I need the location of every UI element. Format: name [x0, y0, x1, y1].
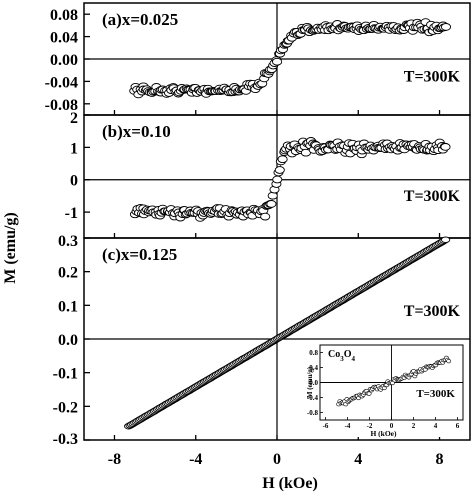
x-tick-label: 8	[436, 451, 444, 468]
inset-x-tick-label: 0	[390, 422, 394, 430]
panel-2: 2 1 0 -1 (b)x=0.10 T=300K	[65, 110, 471, 239]
inset-y-tick-label: 0.0	[309, 379, 318, 387]
y-tick-label: -1	[65, 205, 78, 222]
inset-data-point	[366, 391, 372, 396]
y-tick-label: 0	[70, 173, 78, 190]
y-tick-label: 0.2	[58, 265, 78, 282]
inset-data-point	[446, 359, 452, 364]
inset-x-tick-label: -4	[345, 422, 351, 430]
temperature-label: T=300K	[404, 68, 461, 85]
temperature-label: T=300K	[404, 303, 461, 320]
x-axis-title: H (kOe)	[262, 475, 318, 492]
inset-background	[310, 340, 469, 437]
data-point	[272, 57, 283, 66]
data-point	[277, 155, 288, 164]
inset-y-tick-label: -0.8	[307, 409, 319, 417]
panel-label: (c)x=0.125	[102, 245, 177, 264]
x-tick-label: 0	[273, 451, 281, 468]
y-tick-label: 0.08	[50, 7, 78, 24]
x-tick-label: -8	[108, 451, 121, 468]
y-tick-label: 0.3	[58, 233, 78, 250]
inset: 0.80.40.0-0.4-0.8-6 -4 -2 0 2 4 6Co3O4T=300KH …	[306, 340, 469, 438]
inset-title-part: Co	[328, 349, 340, 360]
inset-x-tick-label: -6	[323, 422, 329, 430]
inset-x-tick-label: 6	[456, 422, 460, 430]
data-point	[440, 236, 451, 244]
data-point	[440, 143, 451, 151]
panel-label: (b)x=0.10	[102, 122, 171, 141]
y-tick-label: 0.0	[58, 332, 78, 349]
data-point	[266, 200, 277, 208]
data-point	[272, 175, 283, 184]
data-point	[260, 212, 271, 221]
panel-1: 0.08 0.04 0.00 -0.04 -0.08 (a)x=0.025 T=300K	[45, 2, 471, 116]
y-tick-label: -0.08	[45, 97, 78, 114]
y-tick-label: -0.04	[45, 74, 78, 91]
inset-title: Co3O4	[328, 349, 356, 363]
inset-temperature-label: T=300K	[416, 388, 455, 400]
y-tick-label: 0.00	[50, 52, 78, 69]
panel-label: (a)x=0.025	[102, 10, 178, 29]
data-point	[267, 191, 278, 200]
y-tick-label: 0.1	[58, 298, 78, 315]
inset-x-tick-label: 2	[412, 422, 416, 430]
y-tick-label: -0.2	[53, 399, 78, 416]
inset-x-tick-label: -2	[367, 422, 373, 430]
y-tick-label: 0.04	[50, 30, 78, 47]
inset-y-tick-label: 0.8	[309, 349, 318, 357]
data-point	[440, 23, 452, 31]
x-tick-label: -4	[189, 451, 202, 468]
y-tick-label: 2	[70, 110, 78, 127]
panels: 0.080.040.00-0.04-0.08(a)x=0.025T=300K21…	[45, 2, 471, 468]
y-tick-label: -0.3	[53, 431, 78, 448]
y-tick-label: -0.1	[53, 366, 78, 383]
x-tick-label: 4	[354, 451, 362, 468]
inset-x-tick-label: 4	[434, 422, 438, 430]
temperature-label: T=300K	[404, 188, 461, 205]
inset-title-subscript: 3	[340, 355, 344, 363]
inset-y-axis-title: M (emu/g)	[306, 366, 314, 398]
data-point	[274, 166, 285, 174]
inset-y-tick-label: 0.4	[309, 364, 318, 372]
inset-x-axis-title: H (kOe)	[370, 429, 397, 438]
inset-title-subscript: 4	[352, 355, 356, 363]
inset-y-tick-label: -0.4	[307, 394, 319, 402]
inset-title-part: O	[344, 349, 352, 360]
y-tick-label: 1	[70, 140, 78, 157]
panel-3: 0.3 0.2 0.1 0.0 -0.1 -0.2 -0.3 -8 -4 0 4 8 (c)x=0.12…	[53, 233, 471, 468]
y-axis-title: M (emu/g)	[2, 212, 19, 284]
